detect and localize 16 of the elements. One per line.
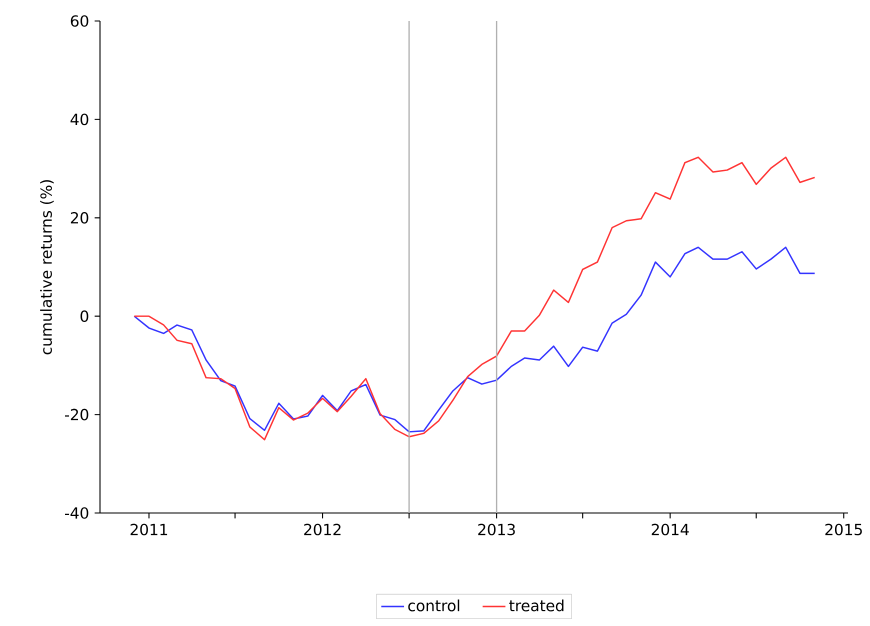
y-tick-label: -40 — [65, 507, 88, 519]
y-tick-label: 60 — [70, 15, 88, 27]
y-tick-label: 20 — [70, 212, 88, 224]
y-tick-label: 40 — [70, 114, 88, 126]
legend-label: treated — [509, 600, 564, 612]
x-tick-label: 2011 — [130, 524, 168, 536]
x-tick-label: 2014 — [652, 524, 689, 536]
x-tick-label: 2013 — [478, 524, 515, 536]
legend-label: control — [408, 600, 460, 612]
x-tick-label: 2012 — [304, 524, 341, 536]
y-tick-label: 0 — [80, 310, 88, 322]
y-tick-label: -20 — [65, 408, 88, 420]
line-series — [134, 156, 816, 440]
x-tick-label: 2015 — [825, 524, 862, 536]
line-series — [134, 246, 816, 433]
y-axis-title: cumulative returns (%) — [40, 180, 54, 354]
